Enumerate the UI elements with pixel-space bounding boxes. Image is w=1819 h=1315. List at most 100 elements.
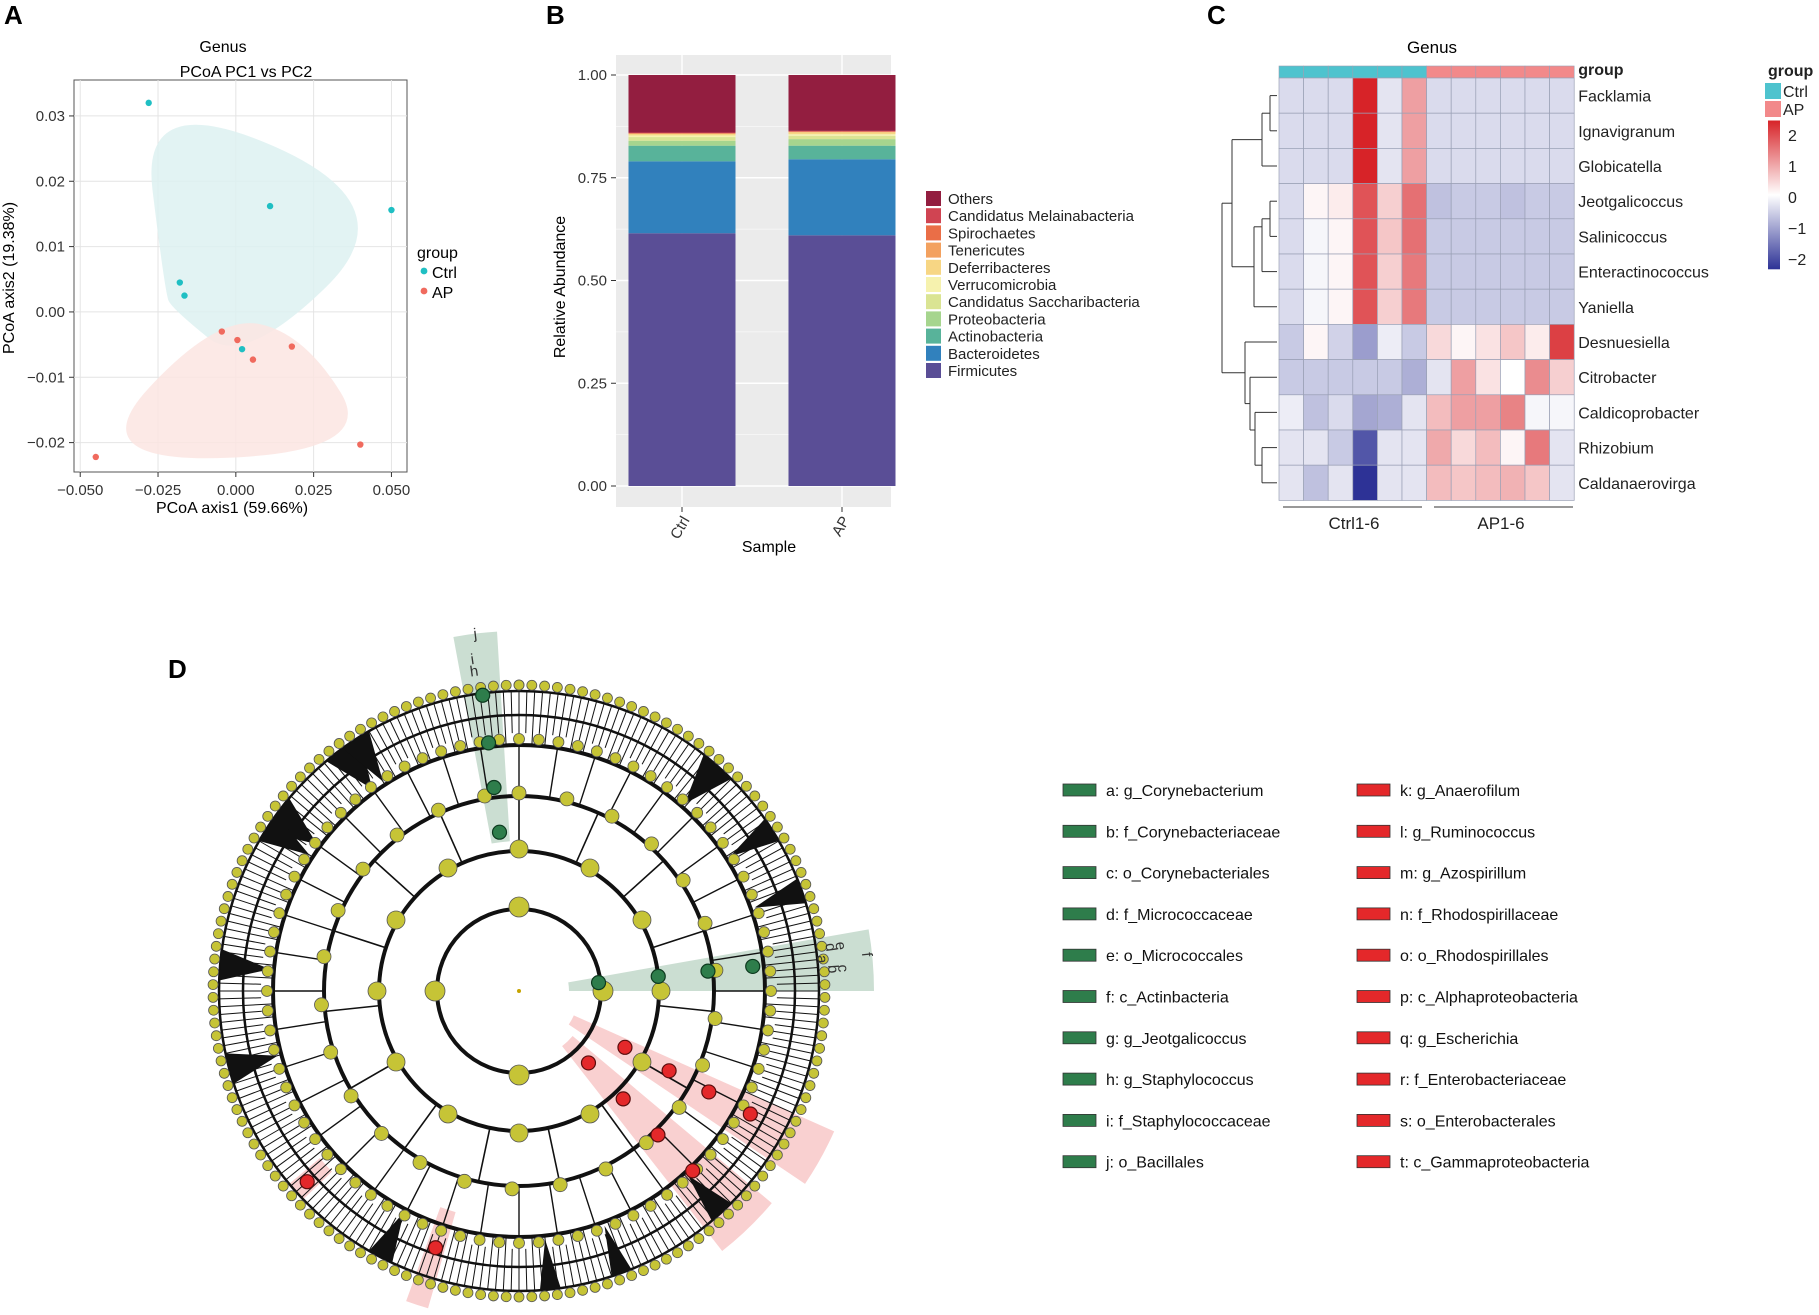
clado-branch <box>656 816 694 854</box>
clado-leaf-node <box>661 717 672 729</box>
clado-leaf-branch <box>751 1101 790 1121</box>
clado-legend-label-ap: s: o_Enterobacterales <box>1400 1113 1556 1130</box>
heatmap-cell <box>1500 394 1526 431</box>
panel-b-stacked-bar: 0.00 0.25 0.50 0.75 1.00 Ctrl AP Sample Relat… <box>552 55 1140 556</box>
clado-leaf-branch <box>675 1195 703 1230</box>
heatmap-cell <box>1549 288 1575 325</box>
clado-leaf-branch <box>764 1003 819 1008</box>
heatmap-cell <box>1278 112 1304 149</box>
heatmap-cell <box>1500 288 1526 325</box>
heatmap-group-labels: Ctrl1-6 AP1-6 <box>1283 506 1573 533</box>
clado-leaf-node <box>771 1149 783 1161</box>
clado-leaf-node <box>513 679 525 691</box>
clado-leaf-node <box>589 1281 601 1293</box>
clado-leaf-branch <box>641 730 670 779</box>
clado-node <box>473 1233 486 1246</box>
heatmap-cell <box>1549 218 1575 255</box>
clado-leaf-branch <box>225 1041 279 1054</box>
clado-node <box>590 1224 603 1237</box>
clado-legend-label-ap: k: g_Anaerofilum <box>1400 783 1520 800</box>
clado-leaf-branch <box>301 784 333 814</box>
heatmap-row-label: Yaniella <box>1578 300 1634 317</box>
clado-leaf-node <box>790 855 802 867</box>
clado-leaf-branch <box>664 743 690 779</box>
clado-collapsed-clade <box>604 1225 632 1277</box>
clado-node <box>416 752 429 765</box>
heatmap-cell <box>1450 359 1477 396</box>
clado-node <box>280 888 293 901</box>
bar-segment-candidatus-melainabacteria <box>628 132 736 134</box>
clado-leaf-node <box>682 1240 694 1252</box>
bar-legend-label: Actinobacteria <box>948 329 1044 346</box>
clado-node <box>764 965 777 978</box>
clado-leaf-node <box>255 1149 267 1161</box>
heatmap-cell <box>1401 464 1427 501</box>
clado-collapsed-clade <box>754 878 806 908</box>
bar-legend-swatch <box>926 345 941 361</box>
pcoa-y-tick-label: −0.02 <box>27 435 65 452</box>
heatmap-title: Genus <box>1407 38 1457 57</box>
bar-segment-deferribacteres <box>788 132 896 135</box>
bar-legend-label: Deferribacteres <box>948 260 1051 277</box>
pcoa-legend-ctrl: Ctrl <box>432 265 457 282</box>
heatmap-cell <box>1278 359 1304 396</box>
heatmap-row-label: Facklamia <box>1578 89 1651 106</box>
heatmap-cell <box>1475 429 1501 466</box>
clado-node <box>416 1217 429 1230</box>
heatmap-cell <box>1475 288 1501 325</box>
clado-leaf-branch <box>714 1158 748 1187</box>
clado-node <box>374 1126 389 1141</box>
clado-node <box>454 1230 467 1242</box>
heatmap-cell <box>1327 288 1354 325</box>
clado-leaf-node <box>818 966 830 978</box>
pcoa-point-ctrl <box>145 99 152 107</box>
clado-leaf-branch <box>731 1136 767 1162</box>
heatmap-annotation-cell <box>1327 65 1354 79</box>
clado-legend-label-ctrl: g: g_Jeotgalicoccus <box>1106 1031 1247 1048</box>
bar-segment-others <box>628 75 736 133</box>
clado-leaf-node <box>425 1278 436 1290</box>
clado-leaf-branch <box>463 695 473 738</box>
heatmap-cell <box>1377 359 1403 396</box>
heatmap-cell <box>1303 464 1329 501</box>
clado-leaf-branch <box>673 1181 709 1225</box>
clado-leaf-branch <box>776 1010 819 1016</box>
heatmap-cell <box>1549 112 1575 149</box>
clado-leaf-branch <box>762 1076 802 1092</box>
clado-leaf-branch <box>764 974 819 979</box>
clado-ctrl-biomarker-node <box>486 779 502 796</box>
pcoa-legend-ap-marker <box>420 287 428 295</box>
clado-node <box>758 926 770 939</box>
clado-leaf-branch <box>629 720 649 759</box>
heatmap-row-dendrogram <box>1221 95 1277 484</box>
clado-leaf-node <box>513 1291 525 1303</box>
clado-node <box>298 853 311 866</box>
clado-node <box>532 1236 545 1249</box>
heatmap-cell <box>1327 464 1354 501</box>
clado-leaf-node <box>713 1217 725 1229</box>
clado-legend-label-ctrl: f: c_Actinbacteria <box>1106 990 1229 1007</box>
clado-branch <box>676 845 719 877</box>
clado-node <box>264 945 277 958</box>
panel-label-a: A <box>4 0 23 30</box>
clado-legend-swatch-ctrl <box>1062 1072 1097 1086</box>
pcoa-legend-ctrl-marker <box>420 267 428 275</box>
heatmap-cell <box>1450 394 1477 431</box>
clado-leaf-node <box>304 762 315 774</box>
heatmap-cell <box>1500 77 1526 114</box>
clado-node <box>321 1148 334 1161</box>
clado-node <box>761 945 774 958</box>
pcoa-y-tick-label: 0.03 <box>36 108 65 125</box>
clado-ap-biomarker-node <box>617 1039 633 1055</box>
clado-leaf-node <box>649 711 661 723</box>
clado-leaf-node <box>412 696 424 708</box>
clado-leaf-node <box>732 1199 744 1211</box>
pcoa-point-ctrl <box>181 292 188 299</box>
heatmap-scale-label: 1 <box>1788 159 1797 176</box>
clado-leaf-branch <box>629 1223 649 1262</box>
panel-label-d: D <box>168 654 187 684</box>
clado-leaf-node <box>816 940 828 952</box>
clado-leaf-branch <box>705 1168 737 1198</box>
heatmap-cell <box>1303 288 1329 325</box>
heatmap-cell <box>1327 112 1354 149</box>
